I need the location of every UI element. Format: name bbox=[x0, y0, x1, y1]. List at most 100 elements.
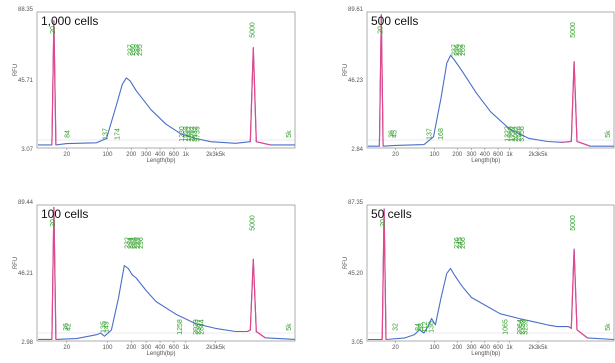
x-tick-label: 600 bbox=[169, 152, 180, 158]
x-tick-label: 100 bbox=[429, 152, 440, 158]
peak-label: 5k bbox=[286, 130, 293, 138]
y-tick-label: 45.20 bbox=[348, 271, 364, 277]
x-tick-label: 600 bbox=[169, 345, 180, 351]
x-axis-title: Length(bp) bbox=[471, 158, 500, 164]
peak-label: 3739 bbox=[195, 126, 202, 142]
peak-label: 260 bbox=[130, 44, 137, 56]
x-tick-label: 300 bbox=[141, 152, 152, 158]
peak-label: 2259 bbox=[520, 319, 527, 335]
peak-label: 1882 bbox=[186, 126, 193, 142]
panel-title: 500 cells bbox=[371, 14, 418, 28]
peak-label: 5k bbox=[605, 323, 612, 331]
peak-label: 1322 bbox=[505, 126, 512, 142]
peak-label: 45 bbox=[391, 130, 398, 138]
peak-label: 84 bbox=[415, 323, 422, 331]
peak-label: 1258 bbox=[177, 319, 184, 335]
peak-label: 295 bbox=[137, 44, 144, 56]
chart-panel-1: 88.35 45.71 3.07 RFU 20 100 200 300 400 600 1k 2k3k… bbox=[13, 7, 296, 164]
peak-label: 2023 bbox=[193, 319, 200, 335]
y-tick-label: 89.44 bbox=[18, 200, 34, 206]
peak-label: 237 bbox=[451, 44, 458, 56]
peak-label: 1732 bbox=[510, 126, 517, 142]
peak-label: 149 bbox=[103, 321, 110, 333]
y-tick-label: 2.98 bbox=[21, 340, 33, 346]
upper-marker-peak bbox=[561, 61, 591, 147]
y-tick-label: 2.84 bbox=[351, 147, 363, 153]
marker-label-lower: 20 bbox=[377, 26, 384, 34]
x-tick-label: 20 bbox=[392, 345, 399, 351]
plot-frame bbox=[366, 11, 615, 149]
chart-panel-3: 89.44 46.21 2.98 RFU 20 100 200 300 400 600 1k 2k3k… bbox=[13, 200, 296, 357]
x-tick-label: 300 bbox=[141, 345, 152, 351]
panel-title: 50 cells bbox=[371, 207, 412, 221]
peak-label: 135 bbox=[100, 321, 107, 333]
x-tick-label: 20 bbox=[392, 152, 399, 158]
x-tick-label: 2k3k5k bbox=[206, 345, 226, 351]
x-tick-label: 20 bbox=[63, 152, 70, 158]
x-tick-label: 400 bbox=[480, 152, 491, 158]
marker-label-upper: 5000 bbox=[570, 22, 577, 38]
peak-label: 5k bbox=[286, 323, 293, 331]
peak-label: 136 bbox=[429, 321, 436, 333]
peak-label: 98 bbox=[418, 323, 425, 331]
peak-label: 266 bbox=[460, 237, 467, 249]
y-tick-label: 46.21 bbox=[18, 271, 34, 277]
peak-label: 236 bbox=[454, 237, 461, 249]
x-tick-label: 400 bbox=[480, 345, 491, 351]
y-axis-title: RFU bbox=[13, 257, 19, 269]
peak-label: 261 bbox=[130, 237, 137, 249]
lower-marker-peak bbox=[378, 14, 384, 147]
peak-label: 269 bbox=[460, 44, 467, 56]
y-tick-label: 3.05 bbox=[351, 340, 363, 346]
upper-marker-peak bbox=[568, 249, 588, 339]
peak-label: 137 bbox=[427, 128, 434, 140]
peak-label: 112 bbox=[422, 321, 429, 332]
x-tick-label: 200 bbox=[126, 152, 137, 158]
marker-label-lower: 20 bbox=[50, 219, 57, 227]
plot-frame bbox=[36, 204, 296, 342]
y-axis-title: RFU bbox=[343, 64, 349, 76]
peak-label: 2064 bbox=[517, 319, 524, 335]
marker-label-upper: 5000 bbox=[570, 215, 577, 231]
lower-marker-peak bbox=[381, 208, 387, 340]
x-tick-label: 100 bbox=[102, 152, 113, 158]
peak-label: 168 bbox=[438, 128, 445, 140]
peak-label: 32 bbox=[392, 323, 399, 331]
peak-label: 289 bbox=[135, 237, 142, 249]
peak-label: 2367 bbox=[196, 319, 203, 335]
x-tick-label: 300 bbox=[466, 152, 477, 158]
y-tick-label: 88.35 bbox=[18, 7, 34, 13]
x-tick-label: 20 bbox=[63, 345, 70, 351]
peak-label: 237 bbox=[127, 44, 134, 56]
x-tick-label: 200 bbox=[452, 152, 463, 158]
peak-label: 1569 bbox=[507, 126, 514, 142]
y-tick-label: 87.35 bbox=[348, 200, 364, 206]
y-tick-label: 3.07 bbox=[21, 147, 33, 153]
marker-label-lower: 20 bbox=[50, 26, 57, 34]
peak-label: 5k bbox=[605, 130, 612, 138]
panel-title: 1,000 cells bbox=[41, 14, 98, 28]
x-tick-label: 600 bbox=[493, 345, 504, 351]
peak-label: 36 bbox=[389, 130, 396, 138]
upper-marker-peak bbox=[247, 259, 266, 339]
peak-label: 2844 bbox=[199, 319, 206, 335]
peak-label: 288 bbox=[134, 44, 141, 56]
x-tick-label: 100 bbox=[429, 345, 440, 351]
peak-label: 245 bbox=[457, 237, 464, 249]
peak-label: 262 bbox=[457, 44, 464, 56]
upper-marker-peak bbox=[249, 47, 271, 146]
peak-label: 232 bbox=[124, 237, 131, 249]
y-tick-label: 46.23 bbox=[348, 78, 364, 84]
x-tick-label: 2k3k5k bbox=[528, 152, 548, 158]
chart-panel-2: 89.61 46.23 2.84 RFU 20 100 200 300 400 600 1k 2k3k… bbox=[343, 7, 615, 164]
y-tick-label: 89.61 bbox=[348, 7, 364, 13]
y-axis-title: RFU bbox=[13, 64, 19, 76]
x-tick-label: 1k bbox=[183, 345, 190, 351]
x-tick-label: 400 bbox=[155, 152, 166, 158]
peak-label: 2092 bbox=[189, 126, 196, 142]
x-tick-label: 1k bbox=[506, 345, 513, 351]
marker-label-upper: 5000 bbox=[249, 22, 256, 38]
peak-label: 254 bbox=[127, 237, 134, 249]
peak-label: 84 bbox=[65, 130, 72, 138]
